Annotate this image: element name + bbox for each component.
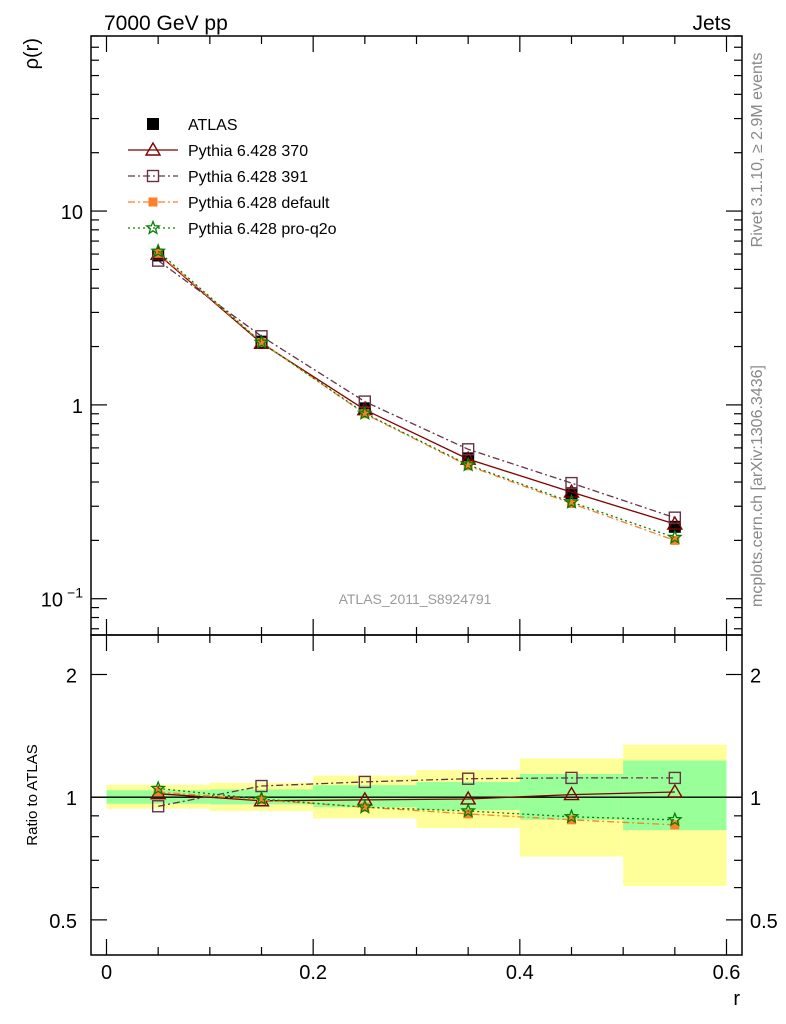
legend-item-p391: Pythia 6.428 391: [128, 169, 308, 186]
legend-label: Pythia 6.428 pro-q2o: [188, 221, 337, 238]
upper-pq2o-line: [157, 250, 676, 539]
legend-label: Pythia 6.428 391: [188, 169, 308, 186]
lower-pq2o-point: [150, 780, 167, 796]
legend-label: Pythia 6.428 default: [188, 195, 330, 212]
lower-pdefault-point: [257, 795, 266, 805]
upper-p391-line: [157, 260, 676, 519]
lower-p391-point: [461, 772, 475, 785]
header-right-label: Jets: [692, 12, 731, 35]
upper-p391-point: [461, 443, 475, 456]
upper-p391-point: [565, 476, 578, 490]
lower-pdefault-line: [158, 791, 675, 826]
upper-y-tick-label: 10: [41, 590, 63, 612]
upper-pdefault-point: [463, 461, 473, 471]
lower-pq2o-line: [158, 787, 675, 821]
lower-pdefault-point: [360, 802, 370, 812]
legend-marker: [146, 169, 160, 183]
upper-pdefault-point: [257, 337, 266, 347]
upper-y-tick-label: 1: [72, 396, 83, 418]
lower-p391-point: [565, 771, 578, 785]
lower-pq2o-point: [563, 808, 580, 824]
lower-p370-point: [666, 783, 684, 798]
upper-pq2o-point: [253, 334, 270, 350]
lower-p391-line: [158, 777, 675, 807]
lower-band-layer: [106, 744, 727, 887]
upper-pdefault-line: [157, 252, 676, 542]
legend-item-pq2o: Pythia 6.428 pro-q2o: [128, 219, 337, 238]
legend-label: ATLAS: [188, 117, 238, 134]
upper-p391-point: [668, 511, 682, 524]
uncertainty-band-green: [313, 785, 417, 808]
x-tick-label: 0: [101, 962, 112, 984]
upper-pq2o-point: [563, 493, 580, 509]
upper-p370-line: [157, 253, 675, 525]
upper-series-p370: [149, 245, 684, 530]
lower-p391-point: [151, 800, 165, 813]
lower-pq2o-point: [460, 802, 477, 818]
upper-series-atlas: [152, 249, 681, 533]
lower-y-tick-label-right: 0.5: [750, 911, 778, 933]
x-axis-label: r: [733, 988, 740, 1010]
header-left-label: 7000 GeV pp: [104, 12, 228, 35]
legend-marker: [147, 118, 159, 130]
legend-marker: [145, 219, 161, 235]
upper-y-tick-label: 10: [61, 202, 83, 224]
upper-pdefault-point: [360, 409, 370, 419]
upper-y-tick-exponent: −1: [67, 585, 83, 601]
legend-item-pdefault: Pythia 6.428 default: [128, 195, 330, 212]
lower-pq2o-point: [666, 811, 683, 827]
lower-ylabel: Ratio to ATLAS: [24, 744, 41, 845]
lower-y-tick-label-left: 1: [66, 788, 77, 810]
lower-y-tick-label-right: 1: [750, 788, 761, 810]
lower-p391-point: [668, 771, 682, 785]
lower-y-tick-label-left: 2: [66, 665, 77, 687]
lower-pdefault-point: [670, 820, 680, 830]
upper-series-pq2o: [150, 243, 683, 545]
rivet-version-label: Rivet 3.1.10, ≥ 2.9M events: [749, 53, 766, 248]
upper-pq2o-point: [666, 529, 683, 545]
upper-pdefault-point: [567, 498, 576, 508]
legend-item-atlas: ATLAS: [147, 117, 238, 134]
legend-label: Pythia 6.428 370: [188, 143, 308, 160]
x-tick-label: 0.4: [506, 962, 534, 984]
lower-pq2o-point: [253, 790, 270, 806]
uncertainty-band-green: [623, 760, 727, 831]
mcplots-label: mcplots.cern.ch [arXiv:1306.3436]: [749, 365, 766, 607]
x-tick-label: 0.2: [299, 962, 327, 984]
lower-p370-line: [158, 791, 675, 802]
lower-pq2o-point: [356, 798, 373, 814]
legend: ATLAS Pythia 6.428 370 Pythia 6.428 391 Pyt…: [128, 117, 337, 238]
upper-pq2o-point: [356, 405, 373, 421]
legend-item-p370: Pythia 6.428 370: [128, 141, 308, 160]
series-layer: [149, 243, 684, 830]
upper-pq2o-point: [460, 456, 477, 472]
legend-marker: [148, 197, 158, 207]
upper-ylabel: ρ(r): [21, 38, 43, 69]
lower-y-tick-label-right: 2: [750, 665, 761, 687]
legend-marker: [144, 141, 162, 156]
lower-series-p391: [151, 771, 682, 813]
x-tick-label: 0.6: [713, 962, 741, 984]
analysis-watermark: ATLAS_2011_S8924791: [339, 591, 492, 607]
lower-p370-point: [563, 786, 580, 801]
upper-pq2o-point: [150, 243, 167, 259]
lower-series-pq2o: [150, 780, 683, 827]
lower-y-tick-label-left: 0.5: [49, 911, 77, 933]
upper-series-p391: [151, 254, 682, 524]
lower-p391-point: [358, 775, 372, 789]
